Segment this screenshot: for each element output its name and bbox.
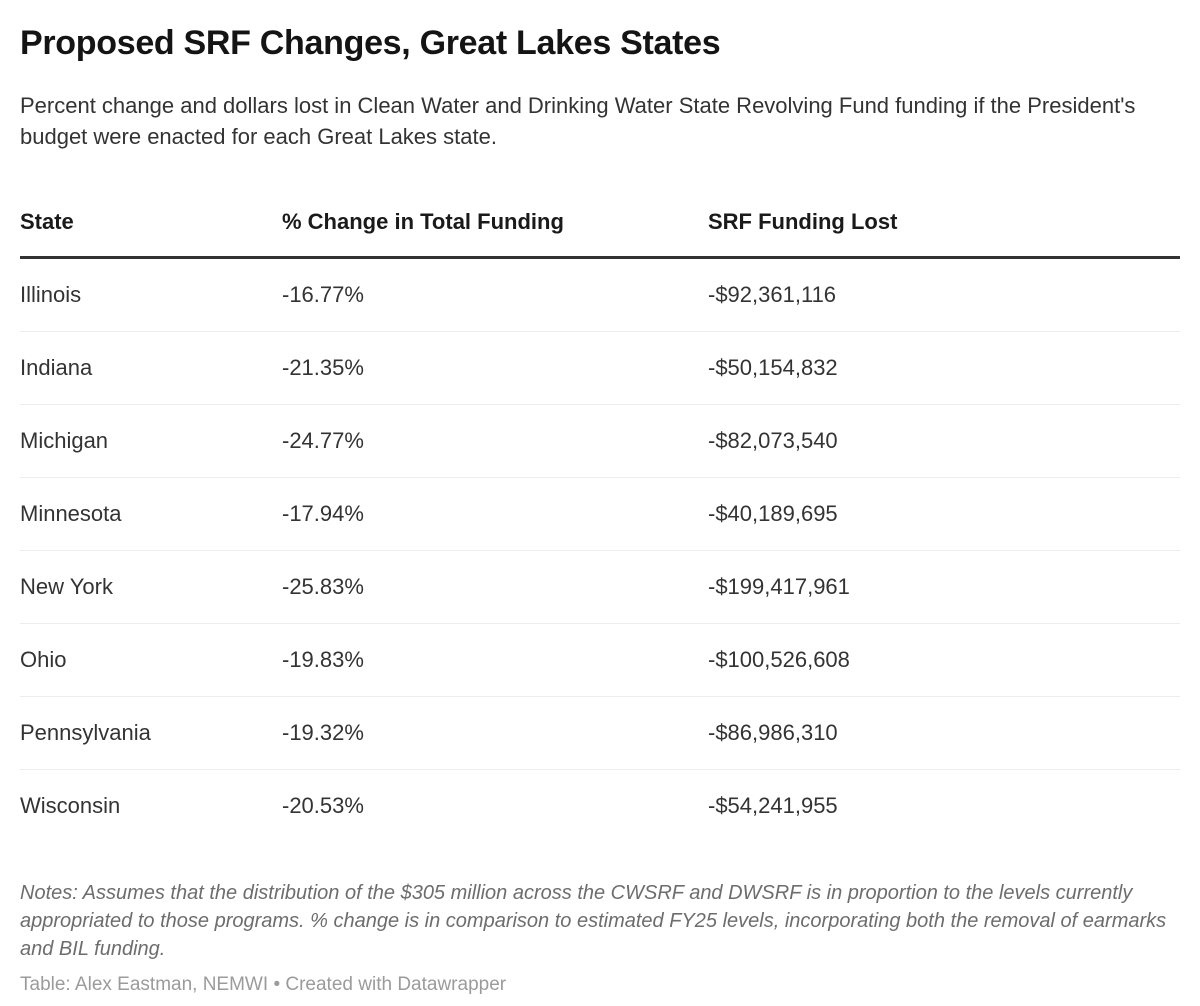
cell-state: Pennsylvania [20, 696, 282, 770]
datawrapper-credit-link[interactable]: Created with Datawrapper [285, 974, 507, 995]
cell-funding-lost: -$50,154,832 [708, 331, 1180, 405]
table-row: Illinois -16.77% -$92,361,116 [20, 257, 1180, 332]
cell-pct-change: -19.32% [282, 696, 708, 770]
table-row: Ohio -19.83% -$100,526,608 [20, 623, 1180, 697]
table-header-row: State % Change in Total Funding SRF Fund… [20, 209, 1180, 259]
srf-data-table: State % Change in Total Funding SRF Fund… [20, 209, 1180, 842]
subtitle: Percent change and dollars lost in Clean… [20, 93, 1136, 149]
cell-state: Indiana [20, 331, 282, 405]
cell-pct-change: -24.77% [282, 404, 708, 478]
cell-state: Minnesota [20, 477, 282, 551]
cell-state: Illinois [20, 257, 282, 332]
table-row: New York -25.83% -$199,417,961 [20, 550, 1180, 624]
cell-state: Ohio [20, 623, 282, 697]
cell-state: Michigan [20, 404, 282, 478]
table-row: Indiana -21.35% -$50,154,832 [20, 331, 1180, 405]
cell-funding-lost: -$86,986,310 [708, 696, 1180, 770]
attribution-line: Table: Alex Eastman, NEMWI • Created wit… [20, 973, 1180, 997]
cell-pct-change: -19.83% [282, 623, 708, 697]
table-row: Wisconsin -20.53% -$54,241,955 [20, 770, 1180, 843]
cell-pct-change: -16.77% [282, 257, 708, 332]
cell-funding-lost: -$40,189,695 [708, 477, 1180, 551]
cell-funding-lost: -$54,241,955 [708, 793, 838, 818]
cell-state: New York [20, 550, 282, 624]
column-header-funding-lost: SRF Funding Lost [708, 209, 1180, 259]
cell-funding-lost: -$199,417,961 [708, 550, 1180, 624]
cell-funding-lost: -$100,526,608 [708, 623, 1180, 697]
attribution-source: Table: Alex Eastman, NEMWI [20, 974, 269, 995]
column-header-state: State [20, 209, 282, 259]
table-row: Minnesota -17.94% -$40,189,695 [20, 477, 1180, 551]
attribution-separator: • [273, 974, 281, 995]
table-row: Michigan -24.77% -$82,073,540 [20, 404, 1180, 478]
cell-funding-lost: -$82,073,540 [708, 404, 1180, 478]
page-title: Proposed SRF Changes, Great Lakes States [20, 24, 721, 62]
table-row: Pennsylvania -19.32% -$86,986,310 [20, 696, 1180, 770]
notes-text: Notes: Assumes that the distribution of … [20, 882, 1167, 960]
cell-pct-change: -25.83% [282, 550, 708, 624]
cell-pct-change: -20.53% [282, 793, 364, 818]
column-header-pct-change: % Change in Total Funding [282, 209, 708, 259]
cell-pct-change: -17.94% [282, 477, 708, 551]
cell-funding-lost: -$92,361,116 [708, 257, 1180, 332]
cell-state: Wisconsin [20, 793, 121, 818]
cell-pct-change: -21.35% [282, 331, 708, 405]
